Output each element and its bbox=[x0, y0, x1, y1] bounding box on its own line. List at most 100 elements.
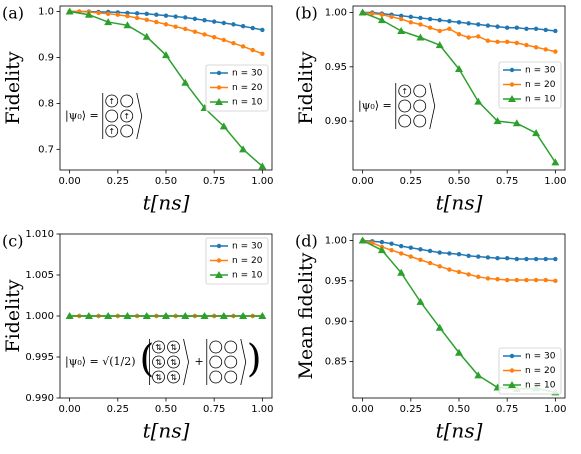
marker bbox=[115, 12, 121, 17]
site bbox=[167, 370, 180, 384]
legend-label: n = 30 bbox=[232, 69, 263, 79]
legend-label: n = 10 bbox=[232, 98, 263, 108]
site bbox=[413, 84, 427, 98]
site bbox=[105, 94, 119, 108]
marker bbox=[258, 312, 267, 319]
marker bbox=[455, 64, 463, 72]
panel: (a) Fidelity t[ns] 0.7 0.8 0.9 1.0 0.00 0.25 0.50… bbox=[2, 4, 273, 215]
marker bbox=[134, 15, 140, 21]
marker bbox=[456, 269, 462, 275]
marker bbox=[216, 243, 222, 249]
legend-box bbox=[205, 237, 269, 285]
marker bbox=[509, 67, 515, 73]
marker bbox=[408, 14, 414, 20]
marker bbox=[466, 272, 471, 277]
marker bbox=[427, 16, 433, 22]
legend-label: n = 20 bbox=[232, 83, 263, 93]
panel: (b) Fidelity t[ns] 0.90 0.95 1.00 0.00 0.25 0.50… bbox=[295, 4, 566, 215]
y-tick-label: 1.010 bbox=[25, 229, 54, 240]
marker bbox=[260, 27, 265, 33]
x-tick-label: 0.75 bbox=[203, 176, 225, 187]
marker bbox=[211, 19, 217, 24]
marker bbox=[216, 258, 222, 263]
marker bbox=[437, 28, 442, 34]
marker bbox=[398, 16, 404, 22]
marker bbox=[504, 256, 510, 261]
marker bbox=[485, 276, 491, 281]
site bbox=[398, 84, 412, 98]
axes-frame bbox=[352, 233, 566, 399]
axes-frame bbox=[59, 5, 273, 171]
y-tick-label: 0.95 bbox=[325, 62, 347, 73]
marker bbox=[418, 15, 423, 21]
x-axis-label: t[ns] bbox=[436, 419, 483, 443]
paren: ( bbox=[140, 337, 155, 381]
axes-frame bbox=[59, 233, 273, 399]
y-axis-label: Fidelity bbox=[2, 51, 24, 124]
x-axis-label: t[ns] bbox=[143, 191, 190, 215]
marker bbox=[437, 17, 442, 23]
marker bbox=[524, 256, 529, 262]
site bbox=[209, 340, 223, 354]
marker bbox=[504, 39, 510, 45]
marker bbox=[437, 264, 442, 269]
x-tick-label: 0.75 bbox=[496, 176, 518, 187]
marker bbox=[192, 29, 198, 34]
marker bbox=[508, 95, 516, 102]
y-tick-label: 0.8 bbox=[38, 98, 54, 109]
marker bbox=[398, 243, 404, 249]
x-tick-label: 0.00 bbox=[352, 176, 374, 187]
panel: (d)Mean fidelity t[ns] 0.85 0.90 0.95 1.00 0.0… bbox=[295, 232, 566, 443]
marker bbox=[65, 7, 74, 15]
marker bbox=[154, 19, 159, 25]
site-spin: ↑ bbox=[108, 127, 115, 136]
site-spin: ⇅ bbox=[155, 358, 162, 367]
marker bbox=[455, 348, 463, 356]
marker bbox=[514, 25, 520, 30]
site-spin: ↑ bbox=[401, 87, 408, 96]
annotation-text: |ψ₀⟩ = bbox=[65, 109, 99, 123]
marker bbox=[219, 122, 228, 130]
marker bbox=[532, 129, 541, 137]
marker bbox=[416, 33, 425, 41]
marker bbox=[418, 257, 423, 263]
marker bbox=[231, 41, 236, 46]
marker bbox=[485, 255, 491, 260]
legend: n = 30 n = 20 n = 10 bbox=[205, 237, 269, 285]
marker bbox=[493, 117, 502, 125]
y-tick-label: 0.990 bbox=[25, 393, 54, 404]
marker bbox=[474, 97, 483, 105]
marker bbox=[427, 260, 433, 266]
marker bbox=[239, 312, 248, 319]
marker bbox=[84, 312, 93, 319]
marker bbox=[142, 32, 151, 40]
marker bbox=[231, 22, 236, 27]
legend-box bbox=[205, 64, 269, 112]
marker bbox=[509, 82, 515, 87]
legend-label: n = 20 bbox=[232, 256, 263, 266]
marker bbox=[173, 14, 178, 19]
panel-label: (d) bbox=[295, 232, 318, 251]
marker bbox=[125, 13, 130, 19]
site bbox=[105, 124, 119, 138]
x-tick-label: 0.25 bbox=[400, 404, 422, 415]
marker bbox=[524, 26, 529, 32]
y-tick-label: 1.000 bbox=[25, 311, 54, 322]
marker bbox=[258, 162, 267, 170]
marker bbox=[427, 248, 433, 254]
marker bbox=[239, 145, 248, 153]
legend-label: n = 20 bbox=[525, 366, 556, 376]
site bbox=[152, 340, 165, 354]
site-spin: ↑ bbox=[123, 112, 130, 121]
marker bbox=[389, 241, 394, 246]
x-tick-label: 0.25 bbox=[107, 176, 129, 187]
legend: n = 30 n = 20 n = 10 bbox=[498, 347, 562, 395]
legend-label: n = 10 bbox=[525, 95, 556, 105]
axes-frame bbox=[352, 5, 566, 171]
ket-angle bbox=[136, 92, 143, 140]
marker bbox=[524, 42, 529, 48]
marker bbox=[377, 246, 386, 254]
marker bbox=[476, 254, 481, 259]
marker bbox=[447, 251, 452, 256]
